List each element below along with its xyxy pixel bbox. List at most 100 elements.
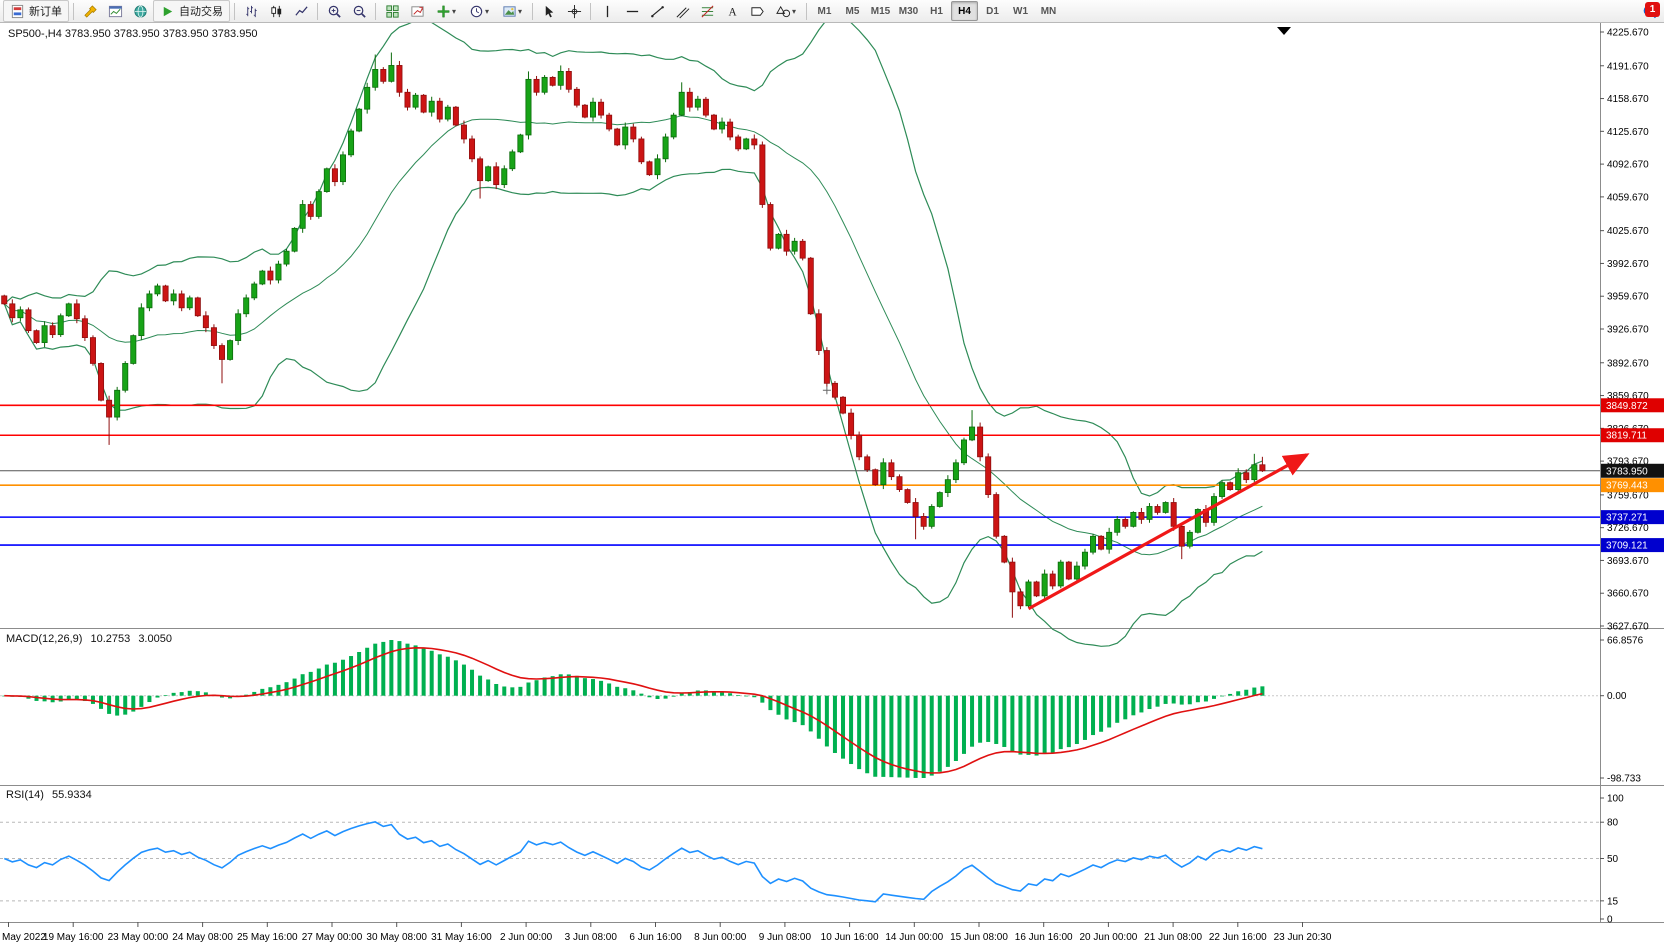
cursor-button[interactable] [537, 0, 561, 22]
chart-shift-marker[interactable] [1277, 27, 1291, 35]
fibonacci-button[interactable] [695, 0, 719, 22]
chevron-down-icon: ▾ [791, 6, 796, 16]
toolbar-separator [234, 2, 235, 20]
bollinger-upper-band [3, 15, 1263, 497]
svg-text:3793.670: 3793.670 [1607, 457, 1649, 468]
zoom-in-button[interactable] [322, 0, 346, 22]
periods-button[interactable]: ▾ [463, 0, 495, 22]
macd-axis: 66.8576 0.00 -98.733 [1600, 636, 1644, 785]
add-indicator-icon [436, 4, 451, 19]
tile-windows-button[interactable] [380, 0, 404, 22]
svg-text:8 Jun 00:00: 8 Jun 00:00 [694, 932, 747, 943]
templates-button[interactable]: ▾ [496, 0, 528, 22]
candlestick-button[interactable] [264, 0, 288, 22]
zoom-out-icon [352, 4, 367, 19]
bar-chart-icon [244, 4, 259, 19]
zoom-in-icon [327, 4, 342, 19]
svg-text:3627.670: 3627.670 [1607, 621, 1649, 632]
support-line-tag[interactable]: 3769.443 [1601, 478, 1664, 493]
trend-arrow[interactable] [1027, 453, 1310, 611]
timeframe-m30-button[interactable]: M30 [898, 5, 919, 17]
shapes-icon [776, 4, 791, 19]
rsi-value: 55.9334 [51, 789, 92, 801]
cursor-icon [542, 4, 557, 19]
market-watch-button[interactable] [128, 0, 152, 22]
clock-icon [469, 4, 484, 19]
svg-text:80: 80 [1607, 818, 1619, 829]
chevron-down-icon: ▾ [517, 6, 522, 16]
support-line-tag[interactable]: 3709.121 [1601, 538, 1664, 553]
svg-text:4158.670: 4158.670 [1607, 94, 1649, 105]
timeframe-m1-button[interactable]: M1 [817, 5, 832, 17]
indicators-button[interactable] [405, 0, 429, 22]
toolbar-separator [590, 2, 591, 20]
channel-button[interactable] [670, 0, 694, 22]
support-line-tag[interactable]: 3737.271 [1601, 510, 1664, 525]
price-tags: 3849.872 3819.711 3783.950 3769.443 3737.271… [1601, 398, 1664, 553]
line-chart-button[interactable] [289, 0, 313, 22]
vertical-line-button[interactable] [595, 0, 619, 22]
svg-text:4025.670: 4025.670 [1607, 226, 1649, 237]
rsi-axis: 100 80 50 15 0 [1600, 794, 1624, 926]
svg-text:6 Jun 16:00: 6 Jun 16:00 [629, 932, 682, 943]
toolbar-separator [317, 2, 318, 20]
svg-text:3783.950: 3783.950 [1606, 466, 1648, 477]
svg-text:May 2022: May 2022 [2, 932, 46, 943]
svg-text:3859.670: 3859.670 [1607, 391, 1649, 402]
new-chart-button[interactable] [78, 0, 102, 22]
chevron-down-icon: ▾ [451, 6, 456, 16]
vertical-line-icon [600, 4, 615, 19]
svg-text:0.00: 0.00 [1607, 691, 1627, 702]
crosshair-button[interactable] [562, 0, 586, 22]
text-icon [725, 4, 740, 19]
toolbar-separator [532, 2, 533, 20]
toolbar-separator [806, 2, 807, 20]
label-icon [750, 4, 765, 19]
trendline-icon [650, 4, 665, 19]
label-button[interactable] [745, 0, 769, 22]
svg-text:14 Jun 00:00: 14 Jun 00:00 [885, 932, 943, 943]
resistance-line-tag[interactable]: 3819.711 [1601, 428, 1664, 443]
zoom-out-button[interactable] [347, 0, 371, 22]
trendline-button[interactable] [645, 0, 669, 22]
chart-window-icon [108, 4, 123, 19]
shapes-button[interactable]: ▾ [770, 0, 802, 22]
timeframe-m5-button[interactable]: M5 [845, 5, 860, 17]
text-button[interactable] [720, 0, 744, 22]
svg-text:9 Jun 08:00: 9 Jun 08:00 [759, 932, 812, 943]
bollinger-middle-band [3, 115, 1263, 556]
svg-text:4191.670: 4191.670 [1607, 61, 1649, 72]
timeframe-m15-button[interactable]: M15 [870, 5, 891, 17]
macd-indicator-label: MACD(12,26,9) 10.2753 3.0050 [6, 633, 177, 645]
auto-trading-button[interactable]: 自动交易 [153, 0, 230, 22]
chart-window-button[interactable] [103, 0, 127, 22]
macd-signal-value: 3.0050 [138, 633, 172, 645]
horizontal-line-button[interactable] [620, 0, 644, 22]
svg-text:4125.670: 4125.670 [1607, 127, 1649, 138]
svg-text:4059.670: 4059.670 [1607, 192, 1649, 203]
notification-badge[interactable]: 1 [1645, 2, 1660, 17]
bar-chart-button[interactable] [239, 0, 263, 22]
new-order-button[interactable]: 新订单 [3, 0, 69, 22]
svg-text:3759.670: 3759.670 [1607, 490, 1649, 501]
timeframe-h4-button[interactable]: H4 [951, 1, 978, 21]
auto-trading-label: 自动交易 [179, 6, 223, 18]
crosshair-marker [822, 386, 831, 395]
resistance-line-tag[interactable]: 3849.872 [1601, 398, 1664, 413]
svg-text:25 May 16:00: 25 May 16:00 [237, 932, 298, 943]
timeframe-d1-button[interactable]: D1 [986, 5, 999, 17]
current-price-tag[interactable]: 3783.950 [1601, 463, 1664, 478]
crosshair-icon [567, 4, 582, 19]
svg-text:15 Jun 08:00: 15 Jun 08:00 [950, 932, 1008, 943]
candlestick-icon [269, 4, 284, 19]
chart-symbol-info: SP500-,H4 3783.950 3783.950 3783.950 378… [8, 28, 258, 40]
timeframe-w1-button[interactable]: W1 [1013, 5, 1028, 17]
add-indicator-button[interactable]: ▾ [430, 0, 462, 22]
timeframe-h1-button[interactable]: H1 [930, 5, 943, 17]
market-watch-icon [133, 4, 148, 19]
timeframe-mn-button[interactable]: MN [1040, 5, 1057, 17]
svg-text:4225.670: 4225.670 [1607, 28, 1649, 39]
svg-text:3892.670: 3892.670 [1607, 358, 1649, 369]
